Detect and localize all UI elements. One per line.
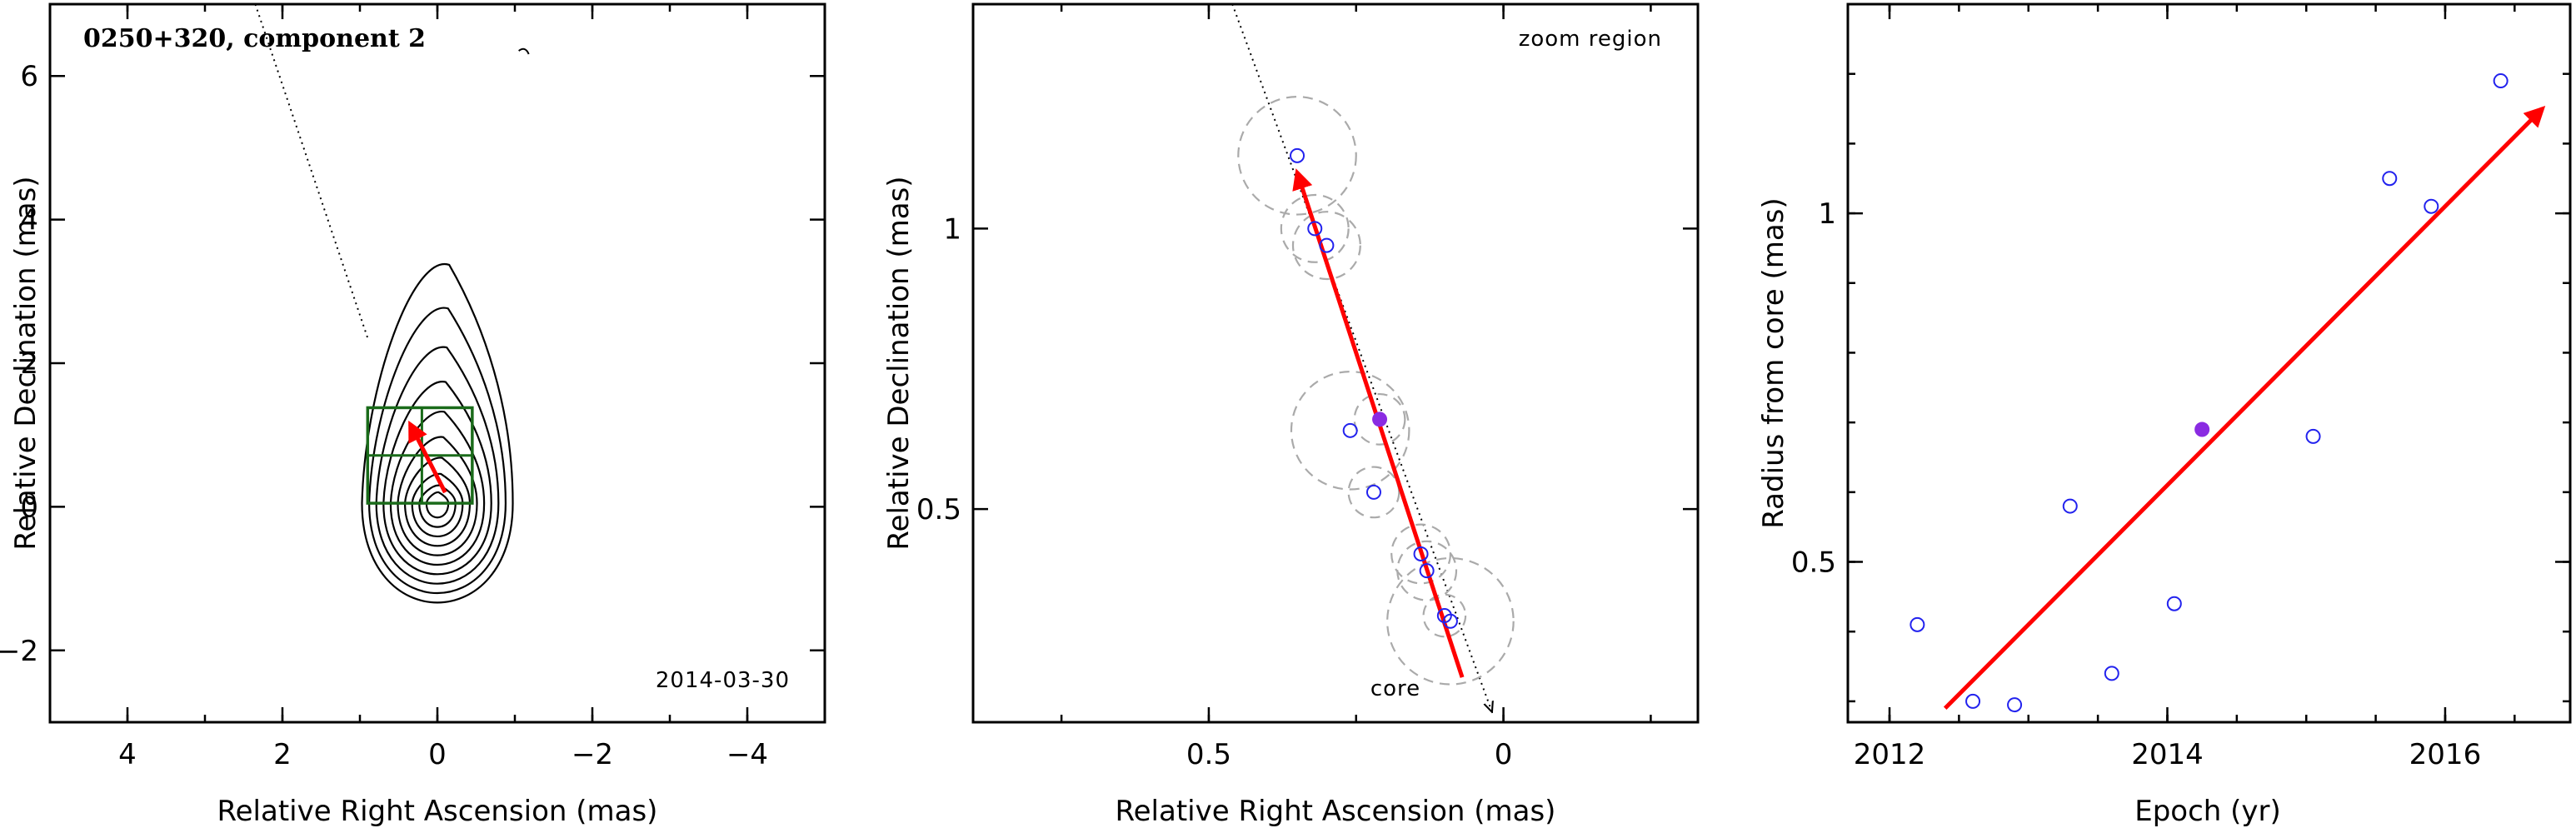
panel-radius-vs-epoch: 2012 2014 2016 0.5 1 Epoch (yr) Radius from … [1757, 2, 2572, 828]
contour-line [418, 484, 457, 528]
y-tick-label: 2 [20, 347, 38, 381]
component-size-circle [1347, 466, 1400, 519]
contour-line [389, 411, 486, 566]
data-point [1307, 221, 1323, 237]
plot-frame-2 [971, 2, 1700, 724]
contour-line [361, 262, 514, 604]
component-size-circle [1396, 540, 1458, 601]
y-tick-label: 0 [20, 491, 38, 524]
x-tick-label: 2 [273, 738, 292, 771]
x-tick-label: 0 [1495, 738, 1513, 771]
data-point [2382, 171, 2398, 187]
component-size-circle [1353, 392, 1406, 446]
component-size-circle [1290, 371, 1410, 491]
data-point [2305, 428, 2321, 444]
y-tick-label: 6 [20, 60, 38, 93]
component-size-circle [1422, 593, 1467, 638]
x-tick-label: 0.5 [1186, 738, 1231, 771]
panel-1-ticks: 4 2 0 −2 −4 −2 0 2 4 6 [0, 4, 825, 771]
y-tick-label: 4 [20, 204, 38, 237]
component-size-circle [1280, 193, 1350, 263]
component-size-circle [1237, 96, 1357, 216]
component-size-circle [1390, 523, 1452, 585]
data-point [2493, 73, 2509, 89]
contour-line [375, 346, 500, 585]
x-tick-label: −2 [572, 738, 613, 771]
panel-2-marks [1231, 3, 1515, 711]
data-point [2424, 198, 2439, 214]
data-point-filled [2194, 421, 2210, 437]
jet-direction-line [254, 3, 369, 339]
contour-line [411, 472, 464, 537]
chart-title: 0250+320, component 2 [83, 24, 426, 53]
panel-2-ticks: 0.5 0 0.5 1 [916, 4, 1698, 771]
panel-1-marks [254, 3, 530, 604]
x-tick-label: 0 [428, 738, 447, 771]
component-size-circle [1291, 211, 1361, 281]
core-label: core [1370, 676, 1420, 701]
y-tick-label: 0.5 [916, 493, 961, 526]
contour-line [382, 381, 492, 576]
motion-arrow [408, 420, 447, 494]
y-tick-label: −2 [0, 635, 38, 668]
data-point [1342, 422, 1358, 438]
contour-line [367, 307, 507, 595]
plot-frame-1 [48, 2, 826, 724]
data-point [2062, 498, 2078, 514]
x-axis-label-2: Relative Right Ascension (mas) [1116, 795, 1556, 828]
data-point [2007, 697, 2023, 713]
plot-frame-3 [1846, 2, 2572, 724]
y-tick-label: 1 [943, 212, 961, 246]
x-tick-label: 2016 [2409, 738, 2482, 771]
y-axis-label-3: Radius from core (mas) [1757, 197, 1790, 528]
contour-fragment [518, 47, 530, 55]
panel-3-marks [1848, 4, 2570, 722]
x-tick-label: 2014 [2131, 738, 2204, 771]
contour-line [425, 491, 450, 519]
x-axis-label-3: Epoch (yr) [2134, 795, 2281, 828]
data-point [1365, 484, 1381, 500]
data-point [1319, 237, 1335, 253]
data-point [1413, 546, 1429, 561]
data-point-filled [1372, 412, 1388, 427]
fit-arrow [1943, 105, 2546, 711]
data-point [1910, 616, 1925, 632]
x-tick-label: 4 [118, 738, 137, 771]
panel-3-ticks: 2012 2014 2016 0.5 1 [1791, 4, 2570, 771]
y-tick-label: 1 [1818, 197, 1836, 231]
panel-zoom-region: 0.5 0 0.5 1 zoom region core Relative Right… [882, 2, 1700, 828]
component-size-circle [1386, 556, 1515, 686]
data-point [1442, 613, 1458, 629]
zoom-region-label: zoom region [1519, 27, 1662, 52]
data-point [2166, 596, 2182, 611]
y-axis-label-2: Relative Declination (mas) [882, 176, 916, 550]
data-point [1290, 147, 1305, 163]
x-tick-label: 2012 [1854, 738, 1926, 771]
data-point [2104, 666, 2119, 681]
date-annotation: 2014-03-30 [656, 668, 790, 693]
data-point [1965, 693, 1981, 709]
jet-direction-line [1231, 3, 1491, 711]
data-point [1419, 563, 1435, 579]
x-axis-label-1: Relative Right Ascension (mas) [217, 795, 658, 828]
contour-line [397, 436, 478, 556]
x-tick-label: −4 [726, 738, 768, 771]
y-axis-label-1: Relative Declination (mas) [9, 176, 42, 550]
panel-contour-map: 4 2 0 −2 −4 −2 0 2 4 6 0250+320, component 2 2014… [0, 2, 826, 828]
y-tick-label: 0.5 [1791, 546, 1836, 580]
